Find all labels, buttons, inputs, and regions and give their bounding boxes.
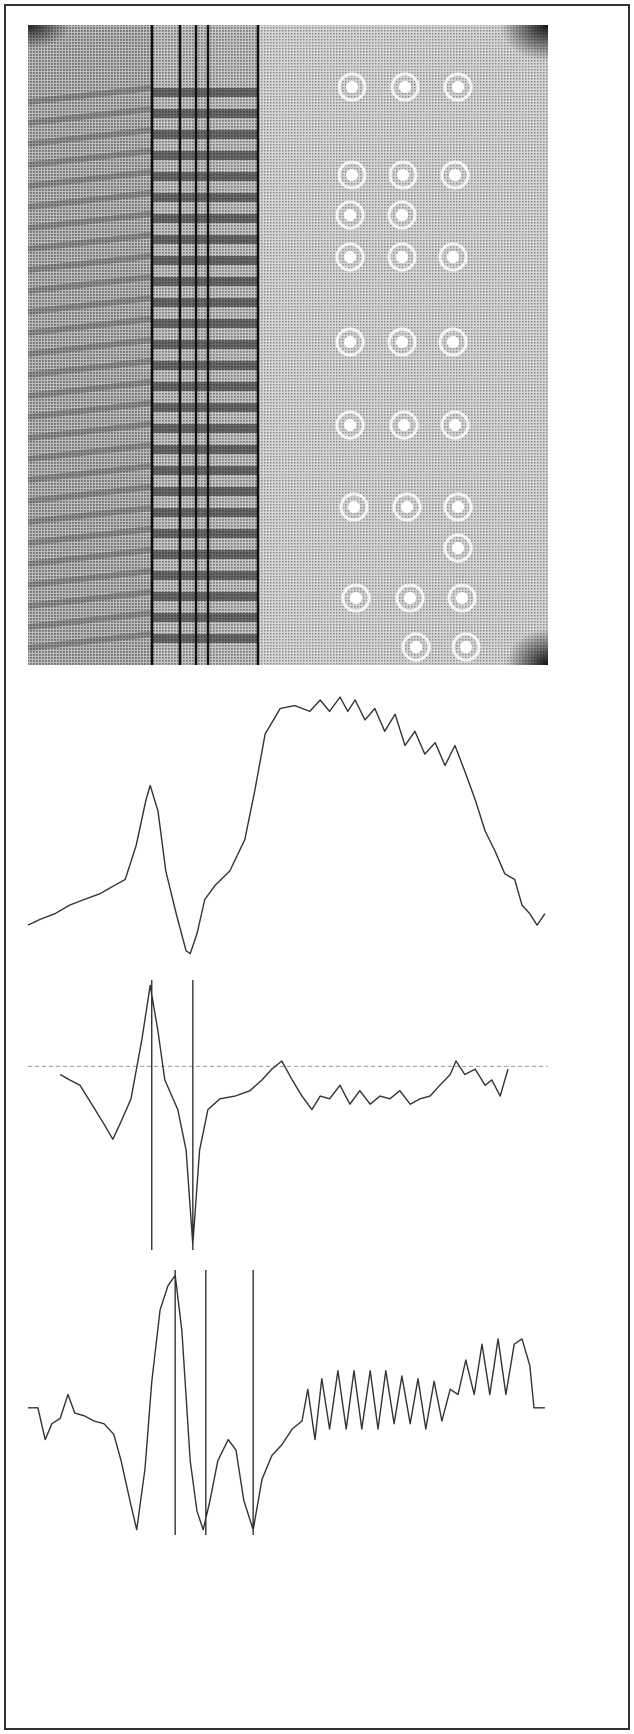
hole <box>346 81 358 93</box>
stripe <box>152 529 258 538</box>
stripe <box>152 235 258 244</box>
stripe <box>152 193 258 202</box>
hole <box>344 251 356 263</box>
stripe <box>152 403 258 412</box>
hole <box>449 419 461 431</box>
hole <box>396 251 408 263</box>
stripe <box>152 172 258 181</box>
hole <box>447 251 459 263</box>
stripe <box>152 445 258 454</box>
hole <box>449 169 461 181</box>
stripe <box>152 340 258 349</box>
stripe <box>152 613 258 622</box>
stripe <box>152 298 258 307</box>
stripe <box>152 214 258 223</box>
stripe <box>152 382 258 391</box>
stripe <box>152 130 258 139</box>
figure <box>0 0 634 1734</box>
stripe <box>152 508 258 517</box>
stripe <box>152 466 258 475</box>
stripe <box>152 634 258 643</box>
hole <box>401 501 413 513</box>
stripe <box>152 550 258 559</box>
hole <box>348 501 360 513</box>
stripe <box>152 277 258 286</box>
hole <box>456 592 468 604</box>
hole <box>404 592 416 604</box>
stripe <box>152 109 258 118</box>
hole <box>396 209 408 221</box>
hole <box>346 169 358 181</box>
stripe <box>152 151 258 160</box>
hole <box>399 81 411 93</box>
hole <box>460 641 472 653</box>
stripe <box>152 571 258 580</box>
hole <box>452 542 464 554</box>
hole <box>410 641 422 653</box>
trace <box>60 985 508 1244</box>
hole <box>396 336 408 348</box>
stripe <box>152 319 258 328</box>
stripe <box>152 424 258 433</box>
stripe <box>152 487 258 496</box>
trace <box>28 1275 545 1529</box>
hole <box>398 419 410 431</box>
hole <box>397 169 409 181</box>
hole <box>447 336 459 348</box>
hole <box>344 419 356 431</box>
stripe <box>152 592 258 601</box>
hole <box>452 81 464 93</box>
stripe <box>152 361 258 370</box>
stripe <box>152 256 258 265</box>
stripe <box>152 88 258 97</box>
micrograph <box>28 25 548 665</box>
hole <box>452 501 464 513</box>
hole <box>344 209 356 221</box>
hole <box>344 336 356 348</box>
trace <box>28 697 545 954</box>
hole <box>350 592 362 604</box>
